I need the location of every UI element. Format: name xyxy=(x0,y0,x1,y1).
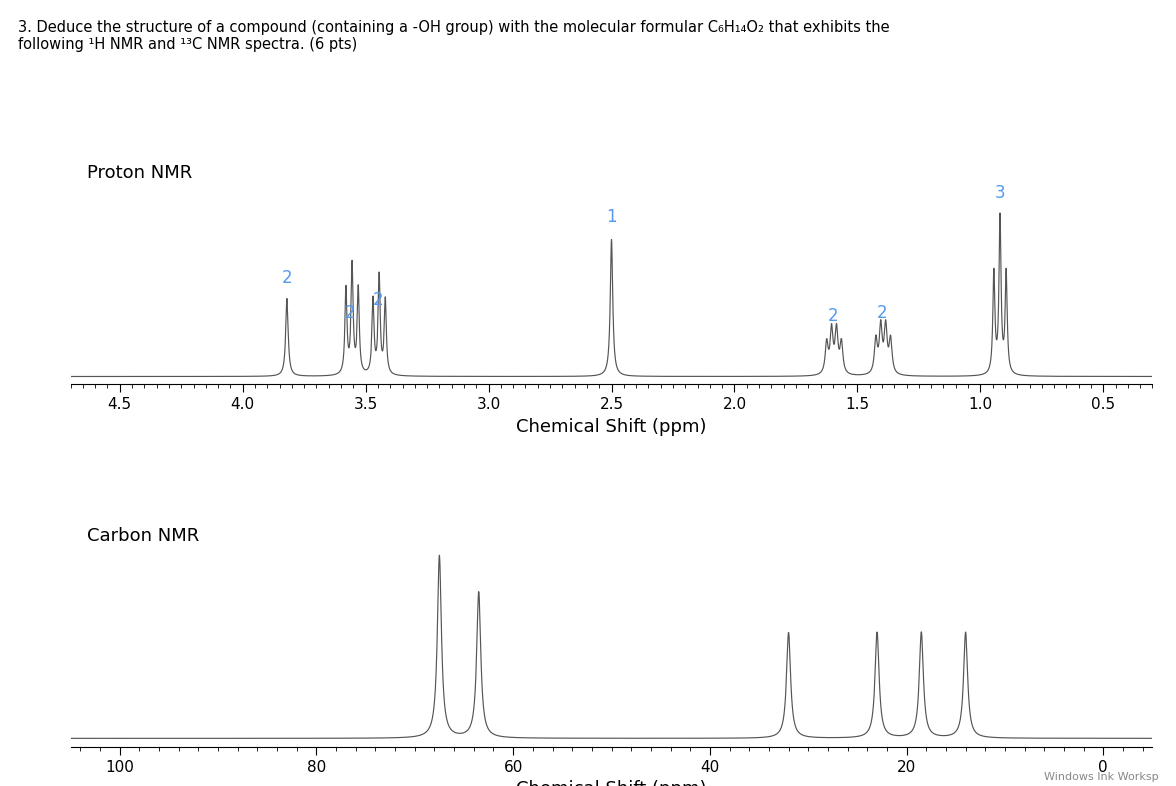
Text: 2: 2 xyxy=(876,304,888,322)
X-axis label: Chemical Shift (ppm): Chemical Shift (ppm) xyxy=(516,780,707,786)
Text: 3. Deduce the structure of a compound (containing a -OH group) with the molecula: 3. Deduce the structure of a compound (c… xyxy=(18,20,889,52)
Text: 2: 2 xyxy=(281,270,293,288)
X-axis label: Chemical Shift (ppm): Chemical Shift (ppm) xyxy=(516,417,707,435)
Text: Proton NMR: Proton NMR xyxy=(87,164,192,182)
Text: Windows Ink Worksp: Windows Ink Worksp xyxy=(1044,772,1158,782)
Text: 2: 2 xyxy=(373,291,383,309)
Text: Carbon NMR: Carbon NMR xyxy=(87,527,199,545)
Text: 2: 2 xyxy=(345,303,355,321)
Text: 3: 3 xyxy=(995,184,1005,202)
Text: 2: 2 xyxy=(828,307,838,325)
Text: 1: 1 xyxy=(606,208,617,226)
